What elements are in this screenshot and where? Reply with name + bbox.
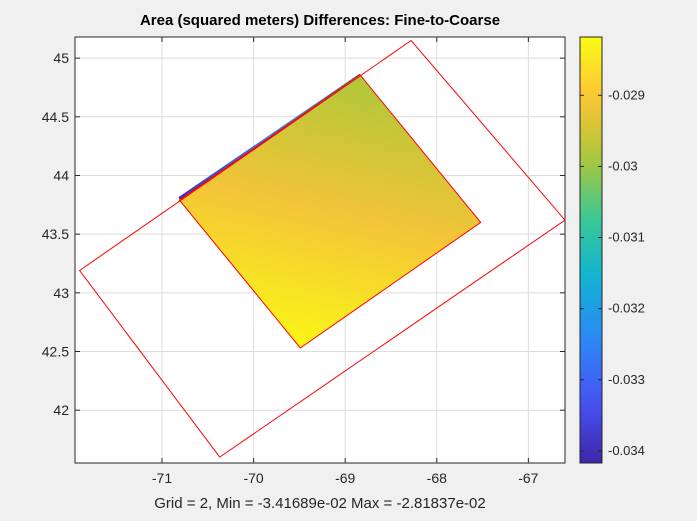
y-axis-ticks: 42 42.5 43 43.5 44 44.5 45 (42, 50, 565, 418)
x-tick-label: -67 (518, 470, 538, 486)
colorbar-tick-label: -0.03 (608, 158, 638, 173)
x-tick-label: -71 (152, 470, 172, 486)
y-tick-label: 43 (53, 285, 69, 301)
x-tick-label: -69 (335, 470, 355, 486)
inner-domain-outline (178, 73, 482, 349)
y-tick-label: 42.5 (42, 344, 69, 360)
outer-domain-outline (78, 39, 565, 458)
x-tick-label: -70 (243, 470, 263, 486)
colorbar-ticks: -0.029 -0.03 -0.031 -0.032 -0.033 -0.034 (580, 87, 645, 458)
y-tick-label: 42 (53, 402, 69, 418)
x-tick-label: -68 (427, 470, 447, 486)
y-tick-label: 43.5 (42, 226, 69, 242)
plot-content (78, 39, 565, 458)
chart-title: Area (squared meters) Differences: Fine-… (140, 12, 500, 29)
y-tick-label: 45 (53, 50, 69, 66)
y-tick-label: 44 (53, 167, 69, 183)
x-axis-ticks: -71 -70 -69 -68 -67 (152, 37, 539, 486)
colorbar (579, 36, 603, 464)
area-difference-field (179, 74, 481, 348)
colorbar-tick-label: -0.031 (608, 230, 645, 245)
colorbar-tick-label: -0.033 (608, 372, 645, 387)
colorbar-tick-label: -0.032 (608, 301, 645, 316)
y-tick-label: 44.5 (42, 109, 69, 125)
colorbar-tick-label: -0.029 (608, 87, 645, 102)
x-axis-label: Grid = 2, Min = -3.41689e-02 Max = -2.81… (154, 495, 485, 512)
colorbar-tick-label: -0.034 (608, 443, 645, 458)
